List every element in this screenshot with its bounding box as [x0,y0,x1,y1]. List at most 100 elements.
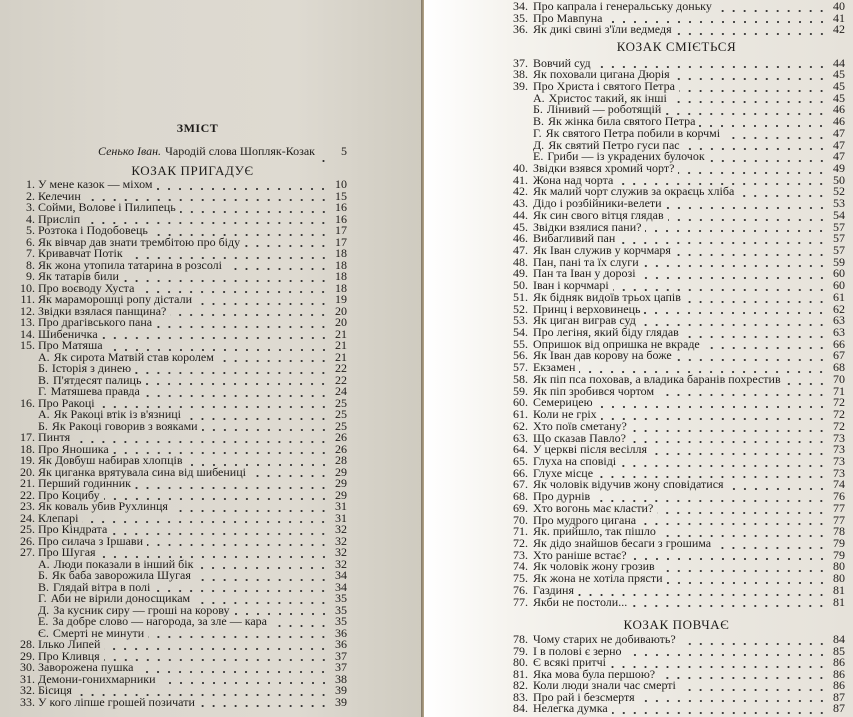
dot-leader [682,330,827,339]
toc-entry: 17. Пинтя 26 [18,431,347,444]
entry-letter: Д. [533,137,545,152]
entry-number: 36. [513,22,528,36]
entry-page-number: 39 [335,683,347,697]
entry-title: Як святий Петро гуси пас [548,137,680,152]
entry-title: Бісиця [38,683,72,697]
entry-page-number: 32 [335,556,347,571]
toc-entry: 80. Є всякі притчі 86 [508,657,845,669]
toc-entry: 35. Про Мавпуна 41 [508,12,845,24]
toc-entry: 74. Як чоловік жону грозив 80 [508,561,845,574]
entry-page-number: 47 [833,137,845,152]
entry-title: Про рай і безсмертя [533,689,635,704]
toc-entry: 33. У кого ліпше грошей позичати 39 [18,694,347,709]
entry-number: 80. [513,655,528,670]
entry-title: Як святого Петра побили в корчмі [545,125,721,140]
toc-entry: 64. У церкві після весілля 73 [508,442,845,457]
toc-entry: 69. Хто вогонь має класти? 77 [508,500,845,515]
entry-title: Про Коцибу [38,487,100,502]
entry-page-number: 29 [335,476,347,490]
toc-subentry: Г. Як святого Петра побили в корчмі 47 [508,125,845,140]
toc-subentry: Е. За добре слово — нагорода, за зле — ка… [18,615,347,628]
dot-leader [233,608,329,616]
dot-leader [185,412,329,421]
entry-page-number: 20 [335,303,347,318]
toc-entry: 37. Вовчий суд 44 [508,55,845,70]
entry-number: 58. [513,371,528,386]
dot-leader [670,96,827,105]
entry-number: 52. [513,301,528,316]
entry-page-number: 32 [335,533,347,548]
dot-leader [126,251,329,260]
dot-leader [594,494,827,503]
entry-title: Вовчий суд [533,55,591,70]
entry-letter: Е. [533,149,544,164]
dot-leader [631,600,827,609]
entry-title: Семерицею [533,395,593,410]
toc-entry: 81. Яка мова була першою? 86 [508,666,845,681]
entry-number: 83. [513,689,528,704]
toc-entry: 44. Як син свого вітця глядав 54 [508,209,845,222]
entry-number: 69. [513,500,528,515]
toc-subentry: В. Глядай вітра в полі 34 [18,581,347,593]
toc-entry: 82. Коли люди знали час смерті 86 [508,680,845,692]
dot-leader [659,529,827,538]
dot-leader [134,481,329,490]
entry-page-number: 18 [335,280,347,295]
toc-entry: 53. Як циган виграв суд 63 [508,314,845,328]
entry-number: 4. [26,211,35,226]
toc-entry: 32. Бісиця 39 [18,683,347,697]
entry-number: 72. [513,535,528,550]
entry-number: 24. [20,510,35,525]
dot-leader [727,483,827,492]
entry-title: Про драгівського пана [38,315,153,329]
entry-number: 81. [513,666,528,681]
entry-number: 30. [20,660,35,674]
entry-title: Келечин [38,188,81,203]
entry-page-number: 29 [335,464,347,479]
entry-page-number: 53 [833,196,845,211]
entry-number: 54. [513,325,528,340]
entry-number: 73. [513,547,528,562]
dot-leader [596,401,827,410]
toc-entry: 20. Як циганка врятувала сина від шибениц… [18,464,347,479]
entry-page-number: 39 [335,694,347,709]
entry-page-number: 15 [335,188,347,203]
entry-title: Про Кливця [38,648,100,663]
entry-page-number: 35 [335,591,347,605]
entry-page-number: 71 [833,383,845,398]
entry-title: Як жона утопила татарина в розсолі [38,257,223,272]
dot-leader [658,565,827,574]
intro-author: Сенько Іван. [98,144,162,158]
entry-letter: Б. [38,568,48,582]
dot-leader [194,596,329,605]
dot-leader [145,378,329,386]
entry-title: Про силача з Іршави [38,533,143,548]
toc-subentry: Д. За кусник сиру — гроші на корову 35 [18,604,347,616]
entry-title: Про мудрого цигана [533,512,637,527]
entry-page-number: 72 [833,395,845,410]
toc-entry: 38. Як поховали цигана Дюрія 45 [508,68,845,81]
toc-entry: 65. Глуха на сповіді 73 [508,455,845,468]
entry-number: 78. [513,632,528,647]
toc-entry: 58. Як піп пса поховав, а владика баранів… [508,371,845,386]
entry-number: 51. [513,289,528,304]
toc-entry: 54. Про легіня, який біду глядав 63 [508,325,845,340]
entry-number: 43. [513,196,528,211]
dot-leader [103,654,329,662]
dot-leader [147,539,329,547]
toc-subentry: Г. Матяшева правда 24 [18,385,347,398]
entry-page-number: 16 [335,200,347,214]
entry-title: Як дідо знайшов бесаги з грошима [533,535,712,550]
entry-title: У церкві після весілля [533,442,648,457]
entry-title: Про Яношика [38,441,109,456]
entry-page-number: 32 [335,522,347,536]
entry-number: 15. [20,338,35,352]
entry-title: І в полові є зерно [533,643,622,658]
dot-leader [138,286,329,294]
toc-entry: 4. Прислiп 16 [18,211,347,226]
dot-leader [111,527,329,536]
toc-entry: 55. Опришок від опришка не вкраде 66 [508,338,845,351]
entry-letter: Г. [533,125,542,140]
dot-leader [679,683,827,692]
entry-page-number: 28 [335,453,347,467]
